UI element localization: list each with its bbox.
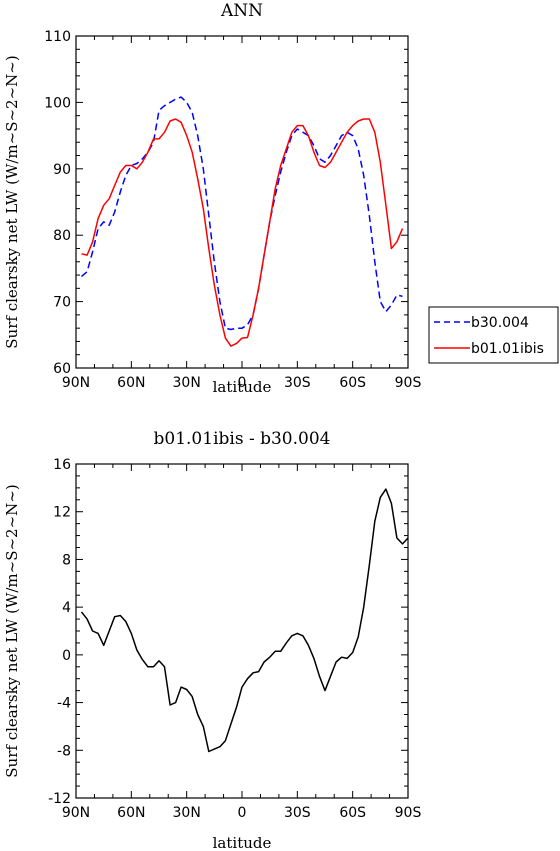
bottom-x-tick-label: 0	[238, 805, 247, 821]
top-x-tick-label: 60S	[339, 375, 366, 391]
bottom-series-line-0	[80, 488, 409, 753]
bottom-x-axis-label: latitude	[213, 834, 272, 851]
bottom-x-tick-label: 60N	[117, 805, 145, 821]
top-x-tick-label: 30S	[284, 375, 311, 391]
bottom-y-tick-label: -8	[57, 743, 71, 759]
top-x-tick-label: 90S	[395, 375, 422, 391]
top-plot-frame	[75, 35, 409, 369]
top-chart-title: ANN	[220, 1, 263, 21]
bottom-y-tick-label: 8	[62, 552, 71, 568]
bottom-y-axis-label: Surf clearsky net LW (W/m~S~2~N~)	[3, 484, 21, 777]
bottom-axes: 90N 60N 30N 0 30S 60S 90S -12 -8 -4 0 4 8 12 16	[48, 457, 421, 821]
bottom-y-tick-label: 12	[53, 505, 71, 521]
top-series-line-0	[81, 96, 403, 331]
top-axes: 90N 60N 30N 0 30S 60S 90S 60 70 80 90 100 110	[44, 29, 421, 391]
bottom-x-tick-label: 30N	[173, 805, 201, 821]
top-y-tick-label: 90	[53, 162, 71, 178]
bottom-chart-title: b01.01ibis - b30.004	[154, 429, 331, 449]
bottom-chart: b01.01ibis - b30.004 90N 60N 30N 0 30S 60S 90S…	[3, 429, 421, 851]
top-x-tick-label: 60N	[117, 375, 145, 391]
top-y-axis-label: Surf clearsky net LW (W/m~S~2~N~)	[3, 55, 21, 348]
legend-label-b30: b30.004	[471, 315, 529, 331]
bottom-y-tick-label: -12	[48, 791, 71, 807]
bottom-plot-frame	[75, 463, 409, 799]
bottom-y-tick-label: -4	[57, 696, 71, 712]
bottom-y-tick-label: 16	[53, 457, 71, 473]
top-y-tick-label: 80	[53, 228, 71, 244]
top-chart: ANN 90N 60N 30N 0 30S 60S 90S 60 70 80 90 100 110 la…	[3, 1, 421, 396]
bottom-x-tick-label: 60S	[339, 805, 366, 821]
top-x-tick-label: 30N	[173, 375, 201, 391]
top-x-tick-label: 90N	[62, 375, 90, 391]
bottom-x-tick-label: 90S	[395, 805, 422, 821]
top-y-tick-label: 60	[53, 361, 71, 377]
top-x-axis-label: latitude	[213, 378, 272, 396]
legend-label-ibis: b01.01ibis	[471, 341, 544, 357]
top-y-tick-label: 70	[53, 295, 71, 311]
top-y-tick-label: 110	[44, 29, 71, 45]
bottom-x-tick-label: 30S	[284, 805, 311, 821]
top-series-lines	[81, 96, 404, 347]
top-series-line-1	[81, 118, 404, 347]
legend-box	[428, 306, 559, 364]
bottom-x-tick-label: 90N	[62, 805, 90, 821]
bottom-series-lines	[80, 488, 409, 753]
bottom-y-tick-label: 0	[62, 648, 71, 664]
top-y-tick-label: 100	[44, 95, 71, 111]
bottom-y-tick-label: 4	[62, 600, 71, 616]
legend: b30.004 b01.01ibis	[428, 306, 559, 364]
top-x-tick-label: 0	[238, 375, 247, 391]
